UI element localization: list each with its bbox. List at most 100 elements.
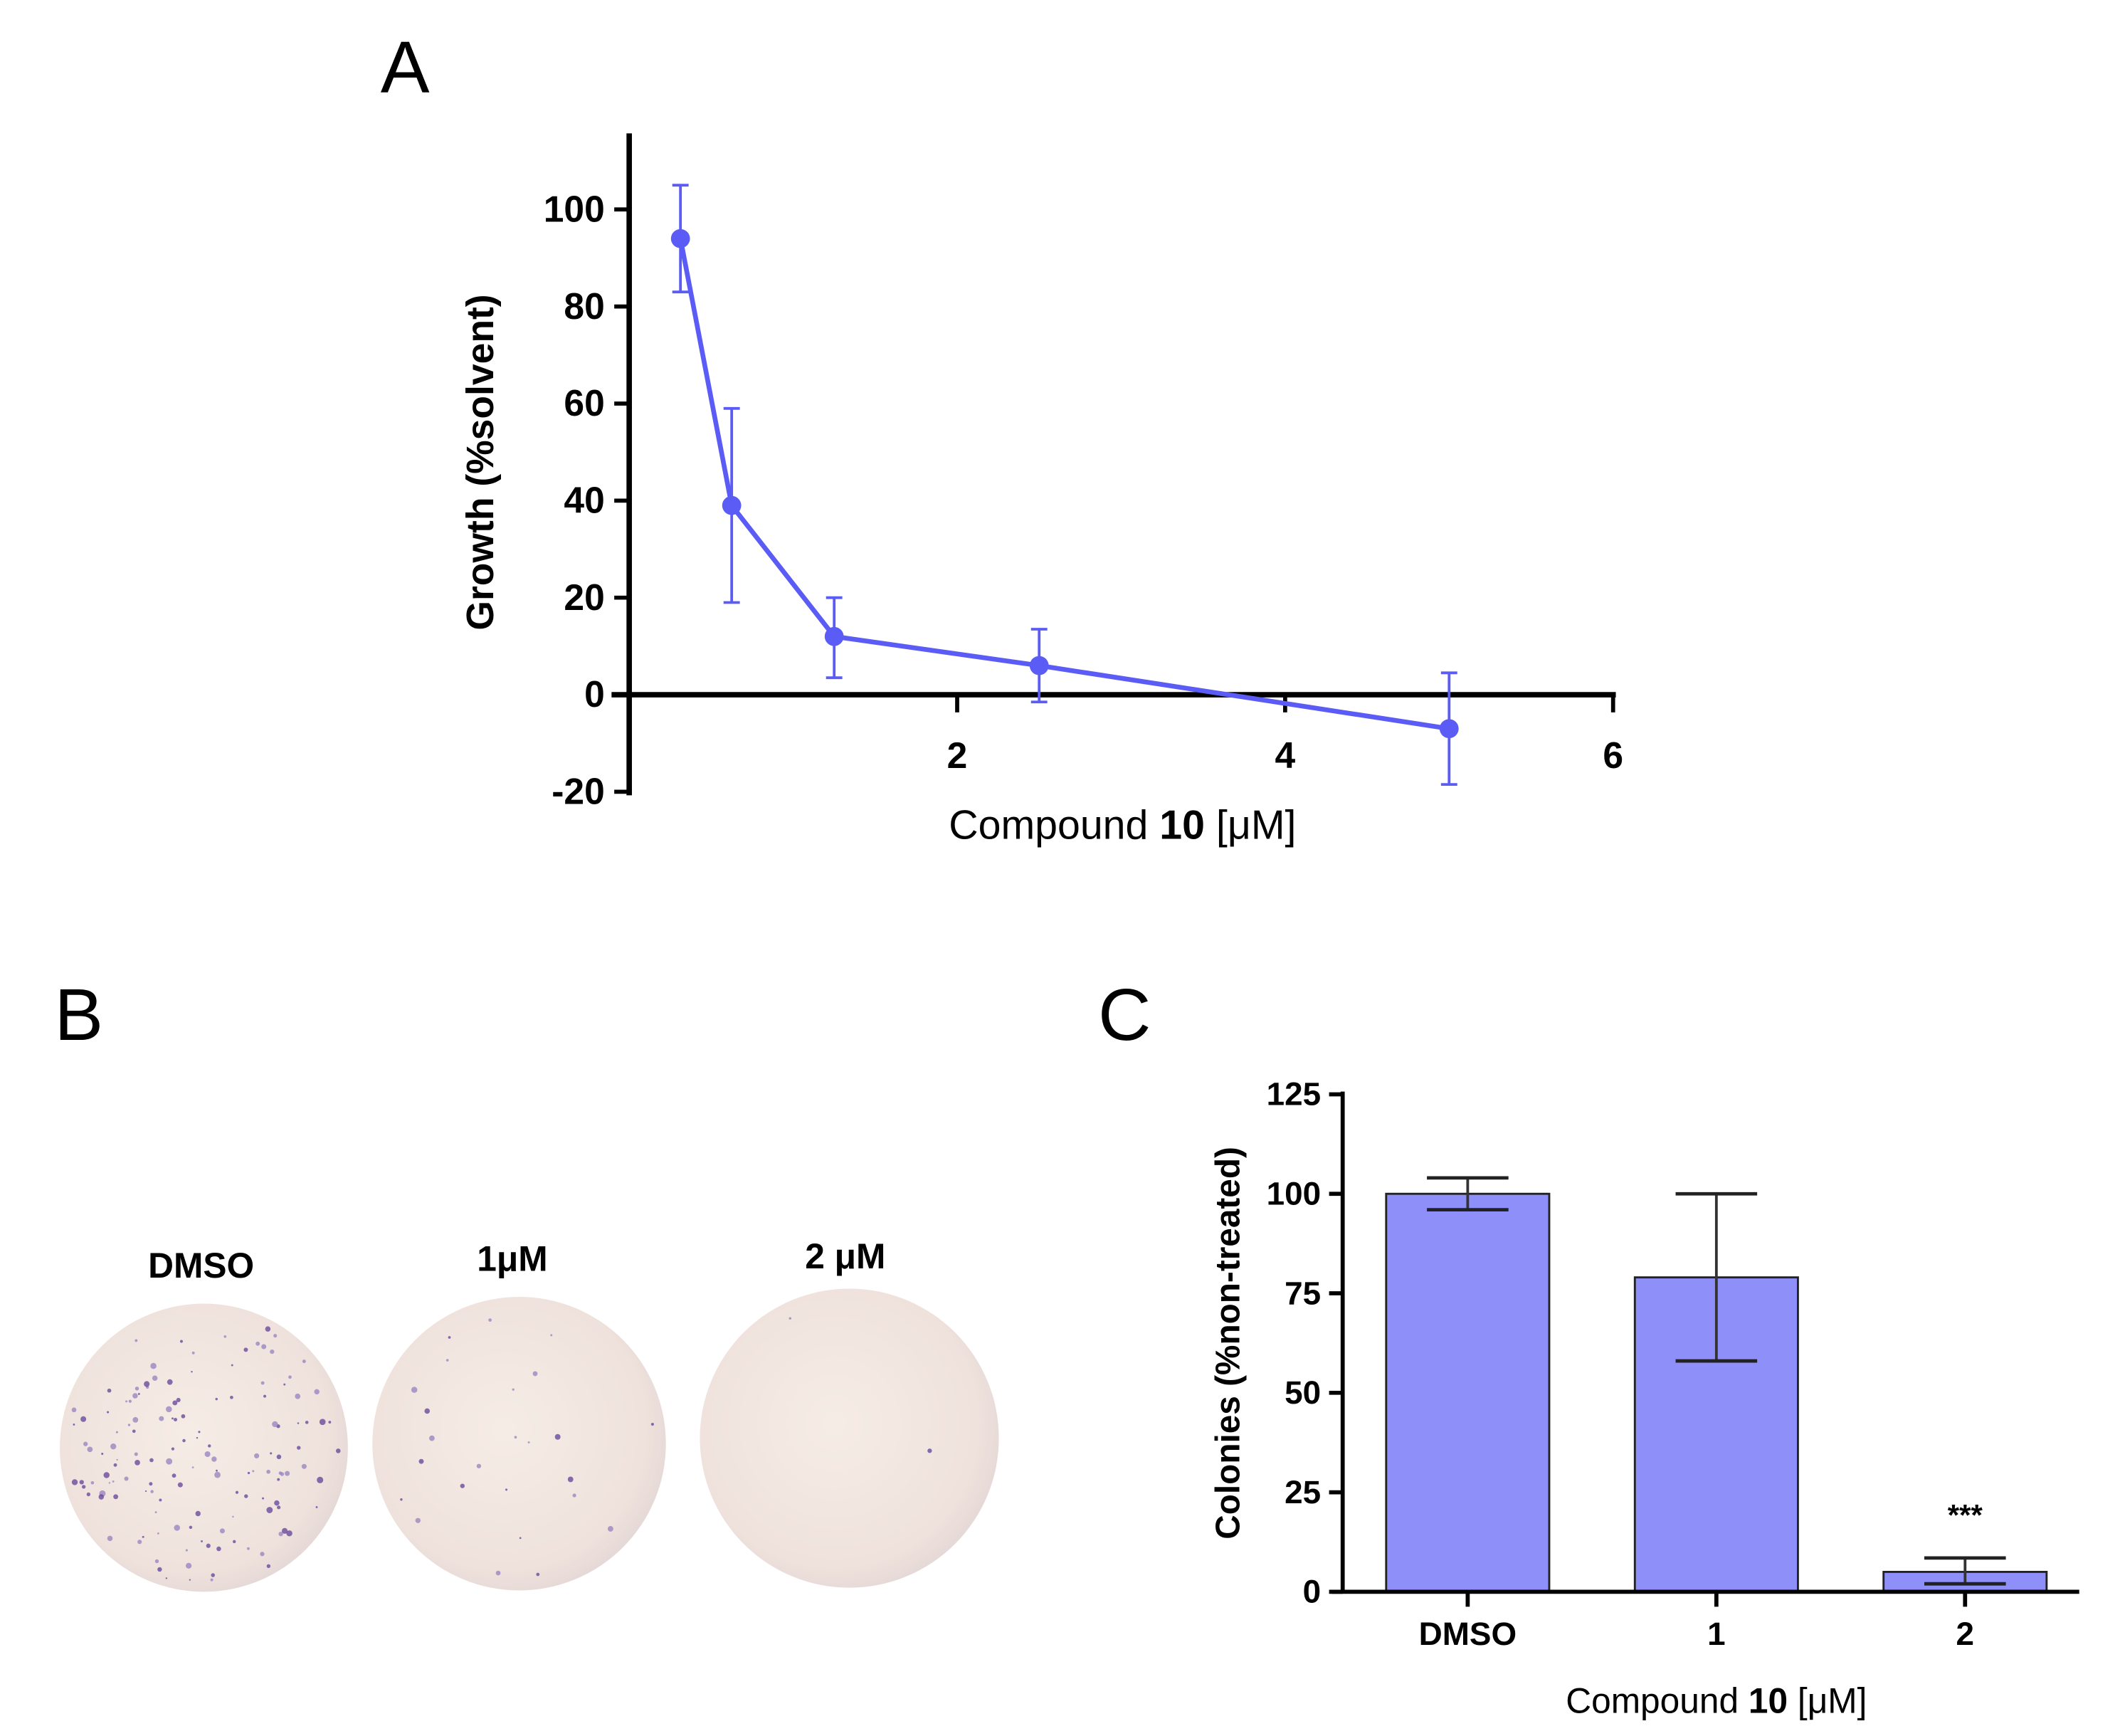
colony-dot <box>87 1446 93 1453</box>
colony-dot <box>254 1453 260 1458</box>
colony-dot <box>176 1397 181 1403</box>
colony-dot <box>173 1417 178 1422</box>
colony-dot <box>277 1478 280 1481</box>
colony-dot <box>159 1498 162 1502</box>
colony-dot <box>177 1482 183 1488</box>
colony-dot <box>231 1364 233 1367</box>
plate-label-1um: 1μM <box>477 1239 547 1279</box>
colony-dot <box>71 1407 77 1413</box>
colony-dot <box>272 1421 278 1428</box>
colony-plates: DMSO 1μM 2 μM <box>60 1236 999 1592</box>
x-tick-label: 6 <box>1603 735 1623 776</box>
colony-dot <box>179 1340 184 1343</box>
colony-dot <box>107 1535 113 1542</box>
colony-dot <box>283 1383 286 1386</box>
colony-dot <box>80 1416 87 1422</box>
colony-dot <box>252 1470 255 1473</box>
colony-dot <box>154 1511 157 1514</box>
colony-dot <box>107 1388 112 1393</box>
colony-dot <box>273 1334 278 1338</box>
colony-dot <box>400 1498 403 1501</box>
colony-dot <box>319 1419 326 1426</box>
colony-dot <box>154 1559 159 1564</box>
colony-dot <box>159 1416 164 1421</box>
colony-dot <box>166 1406 172 1413</box>
colony-dot <box>274 1500 280 1506</box>
colony-dot <box>110 1443 117 1450</box>
colony-dot <box>277 1505 281 1510</box>
y-axis-label: Growth (%solvent) <box>460 294 502 630</box>
y-tick-label: 100 <box>544 188 605 229</box>
data-point <box>824 626 844 646</box>
colony-dot <box>445 1359 449 1362</box>
colony-dot <box>276 1454 282 1460</box>
colony-dot <box>135 1339 138 1342</box>
colony-dot <box>83 1441 88 1446</box>
colony-dot <box>301 1463 307 1469</box>
panel-label-c: C <box>1098 974 1151 1056</box>
colony-dot <box>418 1458 424 1464</box>
colony-dot <box>204 1451 211 1458</box>
colony-dot <box>174 1525 180 1531</box>
colony-dot <box>247 1471 251 1475</box>
data-point <box>722 495 742 515</box>
colony-dot <box>86 1492 91 1497</box>
series-line <box>677 238 1450 732</box>
colony-dot <box>127 1424 131 1426</box>
colony-dot <box>607 1525 613 1532</box>
colony-dot <box>132 1429 136 1433</box>
colony-dot <box>195 1510 201 1517</box>
colony-dot <box>98 1494 105 1500</box>
colony-dot <box>144 1490 147 1493</box>
y-tick-label: 0 <box>584 673 605 715</box>
colony-dot <box>305 1421 309 1424</box>
colony-dot <box>536 1572 540 1577</box>
colony-dot <box>429 1435 435 1441</box>
colony-dot <box>157 1532 159 1535</box>
colony-dot <box>550 1334 553 1337</box>
colony-dot <box>186 1562 192 1569</box>
colonies-bar-chart: 0 25 50 75 100 125 DMSO 1 2 *** Colonies (%non-tr… <box>1210 1076 2079 1720</box>
colony-dot <box>216 1546 221 1552</box>
data-point <box>1029 656 1049 675</box>
colony-dot <box>278 1471 283 1475</box>
colony-dot <box>171 1447 175 1451</box>
colony-dot <box>266 1507 273 1513</box>
colony-dot <box>214 1471 221 1478</box>
colony-dot <box>182 1438 186 1443</box>
colony-dot <box>137 1392 140 1395</box>
colony-dot <box>73 1423 75 1426</box>
colony-dot <box>335 1448 341 1453</box>
colony-dot <box>171 1417 174 1420</box>
colony-dot <box>211 1573 216 1577</box>
colony-dot <box>232 1515 234 1518</box>
colony-dot <box>411 1387 418 1393</box>
x-tick-label: 2 <box>947 735 968 776</box>
colony-dot <box>149 1482 153 1486</box>
colony-dot <box>125 1400 128 1403</box>
colony-dot <box>789 1317 792 1320</box>
colony-dot <box>285 1471 290 1476</box>
colony-dot <box>261 1344 267 1350</box>
colony-dot <box>107 1411 110 1414</box>
colony-dot <box>505 1488 508 1491</box>
colony-dot <box>124 1476 129 1481</box>
colony-dot <box>315 1506 318 1508</box>
colony-dot <box>166 1458 173 1465</box>
colony-dot <box>232 1540 236 1544</box>
colony-dot <box>144 1381 150 1387</box>
colony-dot <box>650 1422 654 1426</box>
colony-dot <box>128 1399 132 1403</box>
colony-dot <box>165 1577 168 1579</box>
y-tick-label: 20 <box>564 577 604 618</box>
colony-dot <box>215 1397 218 1401</box>
colony-dot <box>424 1408 431 1414</box>
colony-dot <box>113 1463 117 1467</box>
colony-dot <box>82 1485 86 1489</box>
colony-dot <box>152 1375 158 1382</box>
colony-dot <box>216 1469 218 1472</box>
colony-dot <box>262 1497 265 1500</box>
y-tick-label: 80 <box>564 285 604 327</box>
colony-dot <box>314 1389 320 1395</box>
